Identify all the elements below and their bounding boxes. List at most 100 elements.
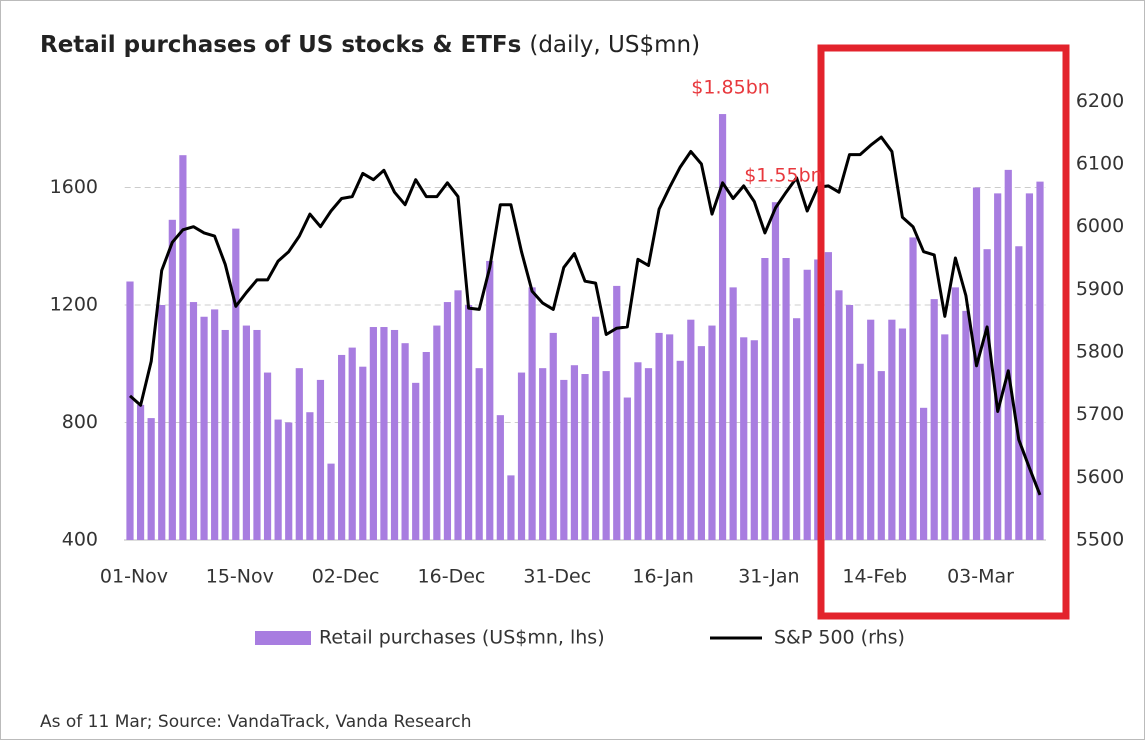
bar [327,463,335,540]
bar [242,325,250,540]
x-tick-label: 31-Jan [738,566,799,588]
bar [898,328,907,540]
bar [528,287,536,540]
bar [200,316,208,540]
bar [274,419,282,540]
bar [697,346,705,540]
y-tick-label: 400 [62,529,98,551]
bar [560,379,568,540]
bar [316,379,325,540]
bar [782,258,790,540]
bar [729,287,737,540]
bar [591,316,600,540]
x-tick-label: 31-Dec [523,566,591,588]
bar [517,372,526,540]
bar [983,249,991,540]
bar [994,193,1002,540]
bar [412,382,420,540]
x-tick-label: 14-Feb [842,566,907,588]
title-main: Retail purchases of US stocks & ETFs [40,32,521,58]
y2-tick-label: 5900 [1076,278,1124,300]
bar [623,397,631,540]
bar [126,281,134,540]
bar [951,287,959,540]
bar [581,374,589,540]
bar [306,412,314,540]
bar [390,329,399,540]
bar [877,371,885,540]
bar [549,332,557,540]
bar [750,340,758,540]
bar [888,319,896,540]
y2-tick-label: 5700 [1076,403,1124,425]
bar [1036,181,1044,540]
y2-tick-label: 6200 [1076,90,1124,112]
highlight-box [817,44,1070,620]
y-tick-label: 800 [62,411,98,433]
bar [295,368,303,540]
x-tick-label: 03-Mar [947,566,1014,588]
y-tick-label: 1200 [50,294,98,316]
bar [475,368,483,540]
y2-tick-label: 5600 [1076,466,1124,488]
bar [221,329,229,540]
bar [348,347,356,540]
bar [465,305,473,540]
bar [454,290,462,540]
bar [655,332,663,540]
bar [613,285,621,540]
legend-label: S&P 500 (rhs) [774,627,905,649]
bar [496,415,504,540]
y2-tick-label: 5800 [1076,341,1124,363]
bar [708,325,716,540]
bar [253,329,261,540]
bar [380,327,388,540]
bar [793,318,801,540]
bar [539,368,547,540]
bar [634,362,642,540]
bar [845,305,854,540]
bar [168,219,176,540]
bar [835,290,843,540]
bar [263,372,272,540]
bar [369,327,377,540]
y2-tick-label: 5500 [1076,529,1124,551]
y2-tick-label: 6100 [1076,153,1124,175]
x-tick-label: 16-Jan [632,566,693,588]
bar [359,366,367,540]
bar [507,475,515,540]
line [129,135,1042,496]
bar [570,365,579,540]
bar [856,363,864,540]
x-tick-label: 15-Nov [206,566,274,588]
bar [1025,193,1034,540]
bar [687,319,695,540]
value-label: $1.55bn [744,165,823,187]
bar [771,202,780,540]
bar [676,360,684,540]
bar [803,269,811,540]
bar [666,334,674,540]
source: As of 11 Mar; Source: VandaTrack, Vanda … [40,712,472,732]
bar [1015,246,1023,540]
value-label: $1.85bn [691,77,770,99]
bar [338,354,346,540]
bar [285,422,293,540]
bar [867,319,875,540]
bar [930,299,938,540]
bar [179,155,187,540]
bar [740,337,748,540]
bar [422,352,430,540]
x-tick-label: 02-Dec [312,566,380,588]
y-tick-label: 1600 [50,176,98,198]
chart-title: Retail purchases of US stocks & ETFs (da… [40,32,700,58]
bar [962,310,970,540]
bar [486,260,494,540]
legend-label: Retail purchases (US$mn, lhs) [319,627,605,649]
bar [1004,169,1012,540]
y2-tick-label: 6000 [1076,215,1124,237]
bar [443,302,452,540]
bar [602,371,610,540]
x-tick-label: 16-Dec [418,566,486,588]
